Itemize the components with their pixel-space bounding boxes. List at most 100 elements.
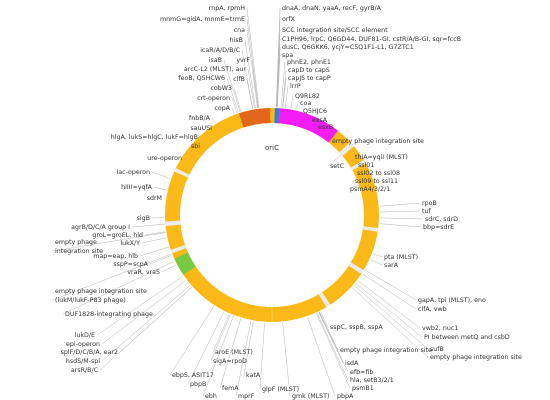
gene-label: dusC, Q6GKK6, ycjY=C5Q1F1-L1, G7ZTC1 (282, 44, 414, 51)
leader-line (276, 29, 281, 108)
ring-duf1828-phage (174, 252, 196, 275)
gene-label: SCC integration site/SCC element (282, 27, 388, 34)
leader-line (277, 54, 281, 108)
gene-label: psmA4/3/2/1 (350, 186, 390, 193)
gene-label: empty phage (55, 239, 97, 246)
gene-label: phnE2, phnE1 (287, 59, 331, 66)
gene-label: sspP=scpA (113, 261, 148, 268)
gene-label: empty phage integration site (430, 354, 522, 361)
gene-label: DUF1828-integrating phage (65, 311, 153, 318)
leader-line (319, 311, 339, 351)
gene-label: mprF (238, 393, 255, 400)
gene-label: ebpS, ASIT17 (172, 372, 214, 379)
leader-line (316, 313, 351, 389)
leader-line (202, 315, 234, 397)
gene-label: hlgA, lukS=hlgC, lukF=hlgB (111, 134, 198, 141)
leader-line (296, 102, 299, 110)
gene-label: hsdS/M-spl (66, 358, 100, 365)
leader-line (290, 95, 294, 109)
leader-line (276, 38, 281, 108)
leader-line (318, 312, 349, 373)
leader-line (276, 18, 281, 108)
ring-gap (170, 244, 187, 254)
leader-line (316, 312, 349, 381)
gene-label: arcC-L2 (MLST), aur (184, 66, 247, 73)
ring-scc-element (278, 108, 338, 143)
gene-label: gmk (MLST) (292, 393, 329, 400)
leader-line (235, 320, 252, 397)
leader-line (320, 311, 329, 328)
gene-label: Q9RL82 (295, 93, 320, 100)
gene-label: coa (300, 100, 311, 107)
leader-line (364, 269, 417, 301)
gene-label: bbp=sdrE (423, 224, 454, 231)
leader-line (353, 285, 429, 350)
gene-label: spa (282, 52, 293, 59)
leader-line (379, 210, 421, 213)
leader-line (370, 259, 383, 266)
leader-line (52, 253, 172, 301)
gene-label: map=eap, hlb (93, 253, 138, 260)
ring-gap (348, 262, 364, 275)
gene-label: pbpA (337, 393, 354, 400)
leader-line (282, 77, 287, 108)
gene-label: copA (214, 105, 230, 112)
gene-label: ssl02 to ssl08 (357, 170, 400, 177)
ring-gap (174, 168, 190, 178)
gene-label: pbpB (190, 381, 206, 388)
gene-label: hisB (230, 37, 243, 44)
gene-label: esxB (318, 124, 333, 131)
leader-line (52, 232, 166, 252)
gene-label: groL=groEL, hld (92, 232, 143, 239)
gene-label: sarA (384, 262, 399, 269)
gene-label: sufB (430, 346, 444, 353)
leader-line (246, 7, 260, 108)
leader-line (101, 285, 191, 362)
gene-label: lukX/Y (120, 240, 140, 247)
leader-line (96, 275, 184, 336)
gene-label: sigA=rpoD (213, 358, 247, 365)
leader-line (362, 273, 417, 310)
leader-line (357, 280, 421, 329)
gene-label: cobW3 (210, 85, 232, 92)
gene-label: sdrM (147, 195, 162, 202)
leader-lines (52, 7, 429, 397)
leader-line (219, 318, 242, 389)
gene-label: sigB (137, 215, 150, 222)
gene-label: lrrP (290, 83, 301, 90)
gene-label: clfA, vwb (418, 306, 447, 313)
gene-label: pta (MLST) (384, 254, 418, 261)
gene-label: katA (246, 372, 261, 379)
gene-label: clfB (233, 76, 245, 83)
gene-label: isaB (209, 57, 222, 64)
leader-line (187, 311, 225, 385)
leader-line (141, 237, 167, 244)
gene-label: vwb2, nuc1 (422, 325, 458, 332)
leader-line (139, 246, 169, 257)
leader-line (355, 282, 423, 338)
leader-line (233, 87, 242, 112)
gene-label: feoB, Q5HCW6 (178, 75, 225, 82)
leader-line (153, 186, 167, 191)
leader-line (318, 312, 344, 364)
center-label: oriC (265, 144, 279, 152)
leader-line (210, 314, 231, 362)
leader-line (351, 287, 429, 358)
gene-label: (lukM/lukF-P83 phage) (55, 297, 126, 304)
leader-line (212, 314, 230, 353)
leader-line (246, 29, 258, 109)
gene-label: vraR, vraS (127, 269, 160, 276)
gene-label: ssl09 to ssl11 (355, 178, 398, 185)
gene-label: integration site (55, 248, 103, 255)
leader-line (275, 7, 281, 108)
leader-line (251, 59, 259, 108)
leader-line (372, 253, 383, 258)
gene-label: arsR/B/C (71, 367, 99, 374)
gene-label: sauUSI (190, 125, 212, 132)
gene-label: fnbB/A (189, 115, 211, 122)
leader-line (379, 217, 424, 220)
gene-label: empty phage integration site (340, 347, 432, 354)
gene-label: dnaA, dnaN, yaaA, recF, gyrB/A (282, 5, 382, 12)
ring-scc-region (238, 108, 271, 128)
